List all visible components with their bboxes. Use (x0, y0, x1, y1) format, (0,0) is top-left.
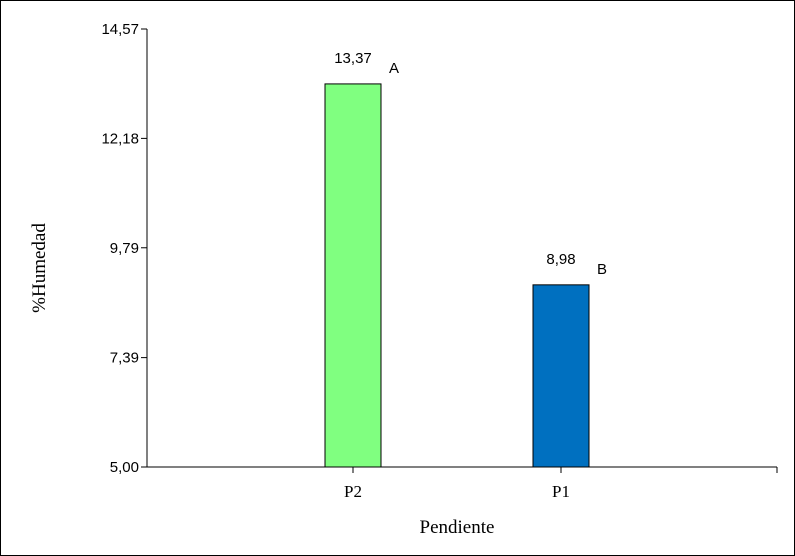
bar-p2 (324, 83, 382, 468)
y-tick-label: 9,79 (110, 240, 139, 257)
data-label: 13,37 (334, 50, 372, 67)
bars: 13,37 A 8,98 B (324, 50, 607, 468)
y-axis-title: %Humedad (29, 223, 50, 313)
y-tick-label: 12,18 (101, 130, 139, 147)
data-label: 8,98 (546, 251, 575, 268)
significance-letter: B (597, 261, 607, 278)
bar-p1 (532, 284, 590, 468)
y-tick-label: 7,39 (110, 350, 139, 367)
x-tick-label: P1 (552, 482, 570, 501)
y-tick-label: 5,00 (110, 459, 139, 476)
x-tick-label: P2 (344, 482, 362, 501)
y-axis-ticks: 5,00 7,39 9,79 12,18 14,57 (101, 21, 778, 476)
x-axis-title: Pendiente (420, 517, 495, 538)
significance-letter: A (389, 60, 399, 77)
x-axis-ticks: P2 P1 (344, 467, 570, 501)
y-tick-label: 14,57 (101, 21, 139, 38)
